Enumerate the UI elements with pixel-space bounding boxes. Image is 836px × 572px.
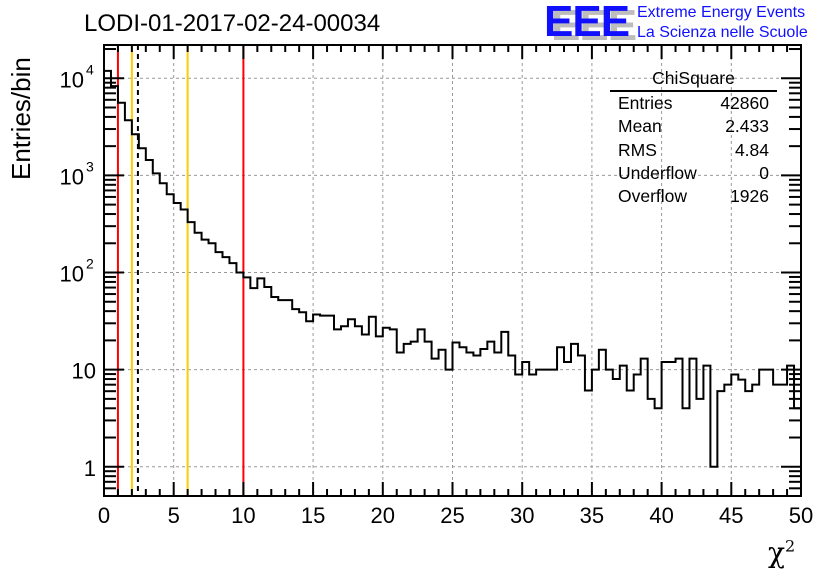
x-tick-label: 20 <box>371 503 395 528</box>
y-tick-label: 1 <box>84 456 96 481</box>
stats-value: 1926 <box>730 186 769 207</box>
stats-label: RMS <box>618 139 657 160</box>
eee-logo: EEE <box>544 0 634 46</box>
x-tick-label: 15 <box>301 503 325 528</box>
stats-value: 2.433 <box>725 116 769 137</box>
x-axis-title: χ2 <box>768 536 795 569</box>
y-tick-exponent: 3 <box>86 158 94 174</box>
stats-row-rms: RMS 4.84 <box>610 139 777 162</box>
y-tick-label: 10 <box>60 262 84 287</box>
y-tick-label: 10 <box>60 164 84 189</box>
y-tick-exponent: 2 <box>86 256 94 272</box>
y-tick-exponent: 4 <box>86 61 94 77</box>
x-tick-label: 30 <box>510 503 534 528</box>
x-tick-label: 45 <box>719 503 743 528</box>
x-axis-title-base: χ <box>768 536 785 569</box>
logo-letters: EEE <box>544 0 630 46</box>
x-tick-label: 0 <box>98 503 110 528</box>
y-tick-label: 10 <box>72 359 96 384</box>
stats-label: Entries <box>618 93 673 113</box>
stats-label: Overflow <box>618 186 688 207</box>
x-axis-title-exp: 2 <box>784 536 796 556</box>
stats-value: 0 <box>759 162 769 183</box>
chart-title: LODI-01-2017-02-24-00034 <box>84 10 381 37</box>
stats-row-mean: Mean 2.433 <box>610 115 777 138</box>
stats-box: ChiSquare Entries 42860 Mean 2.433 RMS 4.84… <box>610 66 777 208</box>
histogram-line <box>104 69 801 468</box>
y-axis-title: Entries/bin <box>6 57 36 180</box>
stats-row-underflow: Underflow 0 <box>610 162 777 185</box>
x-tick-label: 5 <box>168 503 180 528</box>
stats-value: 42860 <box>720 93 769 113</box>
y-tick-label: 10 <box>60 67 84 92</box>
stats-value: 4.84 <box>734 139 769 160</box>
x-tick-label: 40 <box>649 503 673 528</box>
logo-line-2: La Scienza nelle Scuole <box>637 24 808 41</box>
stats-title: ChiSquare <box>610 66 777 92</box>
stats-row-overflow: Overflow 1926 <box>610 185 777 208</box>
stats-row-entries: Entries 42860 <box>610 92 777 115</box>
logo-line-1: Extreme Energy Events <box>637 4 806 21</box>
stats-label: Mean <box>618 116 662 137</box>
x-tick-label: 10 <box>231 503 255 528</box>
logo-text: Extreme Energy Events La Scienza nelle S… <box>637 3 808 43</box>
x-tick-label: 35 <box>580 503 604 528</box>
x-tick-label: 25 <box>440 503 464 528</box>
x-tick-label: 50 <box>789 503 813 528</box>
stats-label: Underflow <box>618 162 697 183</box>
